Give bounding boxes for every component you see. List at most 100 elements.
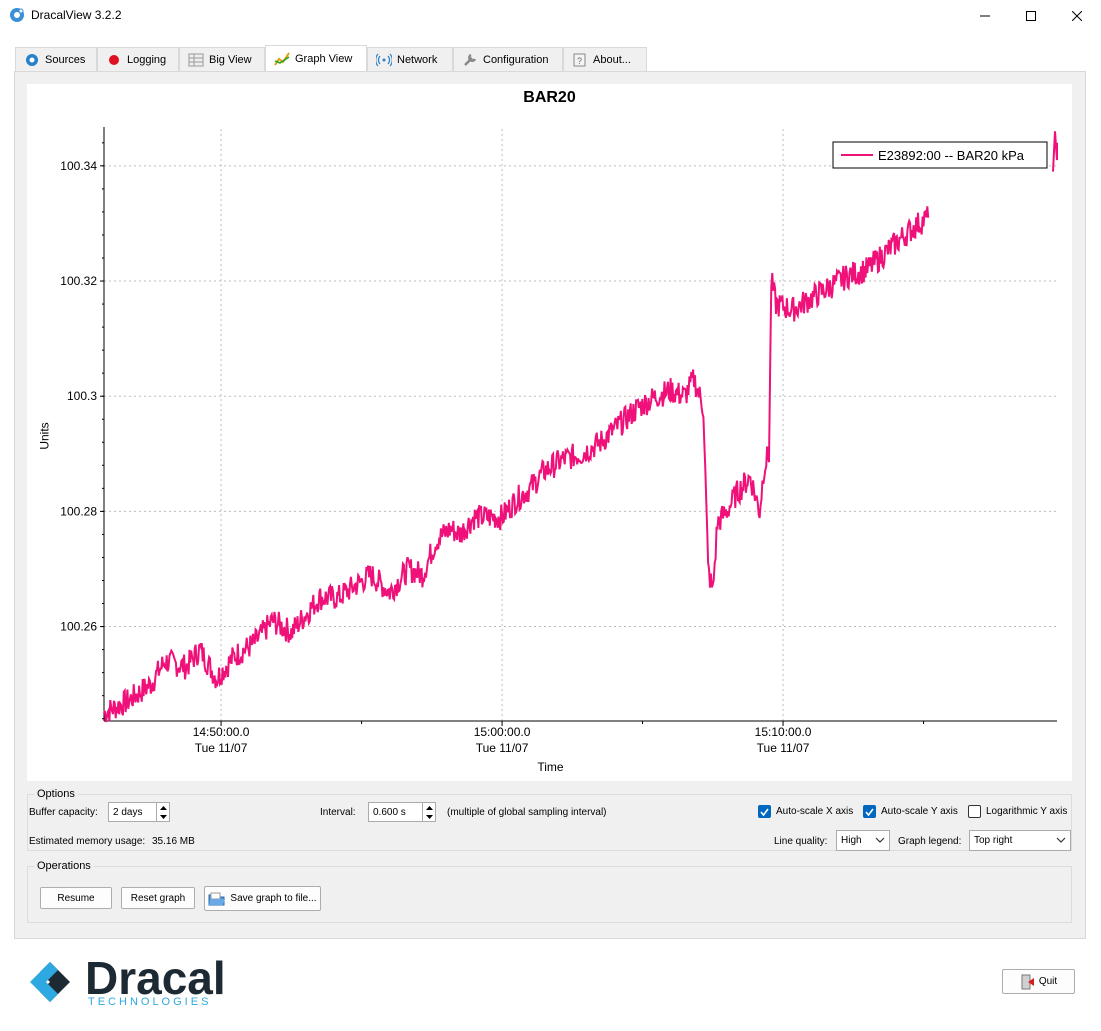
autoscale-y-checkbox[interactable]: Auto-scale Y axis — [863, 805, 958, 818]
y-tick-label: 100.34 — [60, 159, 97, 173]
window-title: DracalView 3.2.2 — [31, 8, 122, 22]
graph-area[interactable]: BAR20 100.26 100.28 100.3 100.32 100.34 14:50… — [27, 84, 1072, 781]
graph-legend-label: Graph legend: — [898, 836, 962, 847]
minimize-icon — [980, 15, 990, 17]
line-quality-value: High — [841, 835, 862, 846]
quit-label: Quit — [1038, 976, 1058, 987]
spin-down-icon[interactable] — [157, 812, 169, 821]
checkbox-checked-icon[interactable] — [758, 805, 771, 818]
tab-sources[interactable]: Sources — [15, 47, 97, 72]
x-tick-label: 15:00:00.0 — [474, 725, 531, 739]
spin-up-icon[interactable] — [157, 803, 169, 812]
about-icon: ? — [573, 53, 586, 67]
y-axis-label: Units — [37, 422, 52, 450]
chart-canvas[interactable]: 100.26 100.28 100.3 100.32 100.34 14:50:00.0 T… — [27, 84, 1072, 781]
checkbox-checked-icon[interactable] — [863, 805, 876, 818]
x-tick-date-label: Tue 11/07 — [476, 741, 529, 755]
spin-up-icon[interactable] — [423, 803, 435, 812]
sources-gear-icon — [26, 54, 38, 66]
logo-sub: TECHNOLOGIES — [88, 996, 212, 1008]
tab-label: Sources — [45, 54, 86, 66]
maximize-icon — [1026, 11, 1036, 21]
x-tick-label: 14:50:00.0 — [193, 725, 250, 739]
grid-icon — [188, 53, 204, 67]
wifi-icon — [376, 53, 392, 67]
tab-bar: Sources Logging Big View Graph View Netw… — [15, 45, 647, 72]
tab-big-view[interactable]: Big View — [179, 47, 265, 72]
tab-label: Configuration — [483, 54, 549, 66]
x-tick-date-label: Tue 11/07 — [757, 741, 810, 755]
title-bar: DracalView 3.2.2 — [0, 0, 1101, 32]
logo-name: Dracal — [85, 952, 226, 1004]
tab-label: About... — [593, 54, 631, 66]
save-graph-button[interactable]: Save graph to file... — [204, 886, 321, 911]
buffer-capacity-label: Buffer capacity: — [29, 807, 98, 818]
save-label: Save graph to file... — [230, 893, 317, 904]
autoscale-y-label: Auto-scale Y axis — [881, 806, 958, 817]
chart-title: BAR20 — [523, 89, 576, 106]
operations-group-label: Operations — [34, 860, 94, 872]
checkbox-unchecked-icon[interactable] — [968, 805, 981, 818]
folder-icon — [208, 892, 226, 905]
resume-label: Resume — [57, 892, 95, 904]
maximize-button[interactable] — [1008, 0, 1054, 32]
tab-label: Big View — [209, 54, 252, 66]
wrench-icon — [464, 53, 477, 66]
series-line-tail — [1052, 131, 1058, 172]
log-y-label: Logarithmic Y axis — [986, 806, 1068, 817]
resume-button[interactable]: Resume — [40, 887, 112, 909]
quit-button[interactable]: Quit — [1002, 969, 1075, 994]
chevron-down-icon — [875, 837, 885, 843]
close-button[interactable] — [1054, 0, 1100, 32]
reset-graph-button[interactable]: Reset graph — [121, 887, 195, 909]
record-icon — [109, 55, 119, 65]
options-group-label: Options — [34, 788, 78, 800]
tab-network[interactable]: Network — [367, 47, 453, 72]
y-tick-label: 100.28 — [60, 504, 97, 518]
autoscale-x-checkbox[interactable]: Auto-scale X axis — [758, 805, 853, 818]
spin-arrows[interactable] — [422, 803, 435, 821]
legend-label: E23892:00 -- BAR20 kPa — [878, 148, 1025, 163]
buffer-capacity-spinbox[interactable]: 2 days — [108, 802, 170, 822]
spin-arrows[interactable] — [156, 803, 169, 821]
tab-about[interactable]: ? About... — [563, 47, 647, 72]
line-quality-label: Line quality: — [774, 836, 828, 847]
tab-configuration[interactable]: Configuration — [453, 47, 563, 72]
y-tick-label: 100.3 — [67, 389, 97, 403]
tab-label: Network — [397, 54, 438, 66]
options-group: Options — [27, 788, 1072, 851]
svg-text:?: ? — [577, 56, 582, 66]
graph-legend-select[interactable]: Top right — [969, 830, 1071, 851]
interval-note: (multiple of global sampling interval) — [447, 807, 607, 818]
dracal-logo-icon — [30, 962, 70, 1002]
chevron-down-icon — [1056, 837, 1066, 843]
buffer-capacity-value: 2 days — [113, 807, 143, 818]
spin-down-icon[interactable] — [423, 812, 435, 821]
graph-legend-value: Top right — [974, 835, 1013, 846]
graph-icon — [274, 52, 290, 66]
line-quality-select[interactable]: High — [836, 830, 890, 851]
y-tick-label: 100.32 — [60, 274, 97, 288]
operations-group: Operations — [27, 860, 1072, 923]
reset-label: Reset graph — [130, 892, 186, 904]
x-tick-date-label: Tue 11/07 — [195, 741, 248, 755]
log-y-checkbox[interactable]: Logarithmic Y axis — [968, 805, 1067, 818]
memory-value: 35.16 MB — [152, 836, 195, 847]
close-icon — [1072, 11, 1082, 21]
tab-label: Graph View — [295, 53, 353, 65]
tab-logging[interactable]: Logging — [97, 47, 179, 72]
tab-graph-view[interactable]: Graph View — [265, 45, 367, 72]
x-tick-label: 15:10:00.0 — [755, 725, 812, 739]
series-line — [103, 206, 930, 723]
interval-label: Interval: — [320, 807, 356, 818]
y-tick-label: 100.26 — [60, 620, 97, 634]
app-logo-icon — [10, 8, 24, 22]
interval-spinbox[interactable]: 0.600 s — [368, 802, 436, 822]
exit-door-icon — [1021, 974, 1034, 989]
memory-label: Estimated memory usage: — [29, 836, 146, 847]
minimize-button[interactable] — [962, 0, 1008, 32]
autoscale-x-label: Auto-scale X axis — [776, 806, 854, 817]
x-axis-label: Time — [537, 760, 564, 774]
tab-label: Logging — [127, 54, 167, 66]
dracal-logo: Dracal TECHNOLOGIES — [24, 952, 226, 1014]
